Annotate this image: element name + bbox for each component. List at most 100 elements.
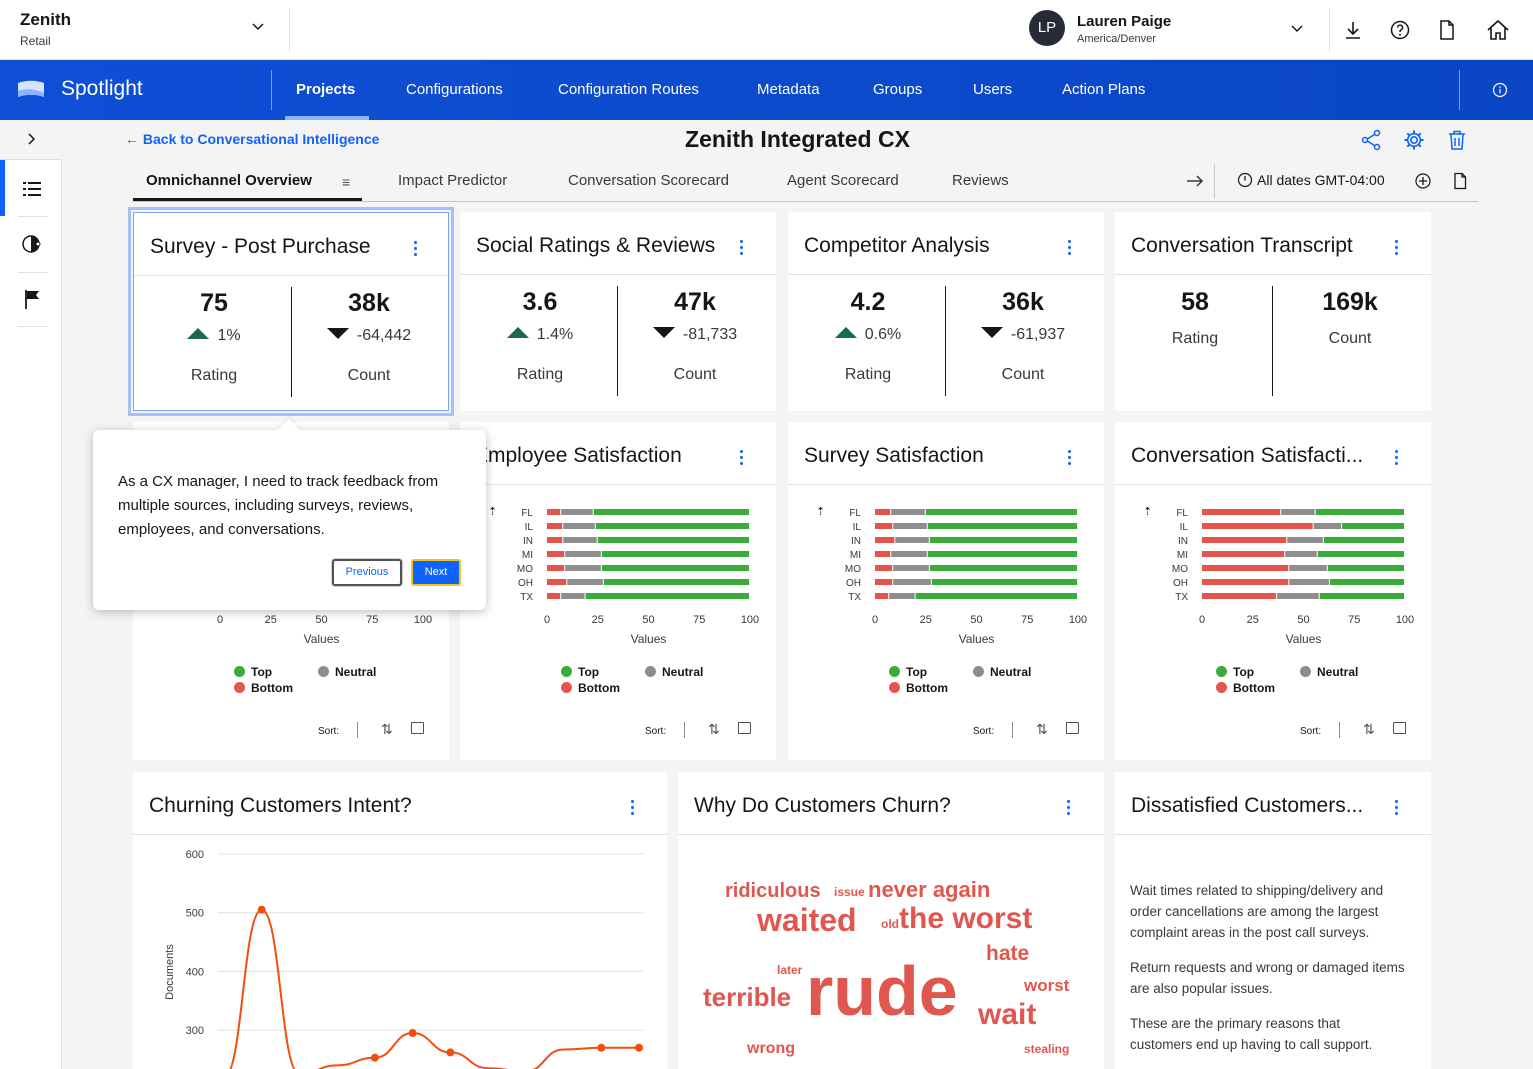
- bar-neutral: [1313, 523, 1342, 529]
- clock-icon: [1237, 172, 1253, 188]
- bar-top: [601, 565, 749, 571]
- chevron-down-icon[interactable]: [250, 18, 266, 34]
- kpi-card[interactable]: Competitor Analysis 4.2 0.6% Rating 36k -61,9…: [788, 212, 1104, 411]
- edit-icon[interactable]: [1066, 722, 1079, 734]
- insights-icon[interactable]: [21, 233, 43, 255]
- tab-reviews[interactable]: Reviews: [952, 172, 1009, 189]
- overflow-menu-icon[interactable]: [740, 240, 744, 258]
- nav-projects[interactable]: Projects: [296, 81, 356, 98]
- legend-item[interactable]: Top: [1216, 665, 1254, 679]
- overflow-menu-icon[interactable]: [631, 800, 635, 818]
- word-cloud-term[interactable]: hate: [986, 942, 1030, 965]
- swap-sort-icon[interactable]: ⇅: [708, 721, 720, 737]
- divider: [788, 274, 1104, 275]
- word-cloud-term[interactable]: worst: [1024, 976, 1070, 995]
- bar-neutral: [891, 509, 925, 515]
- flag-icon[interactable]: [21, 288, 43, 310]
- user-menu[interactable]: Lauren Paige America/Denver: [1077, 13, 1171, 45]
- y-tick-label: IL: [1180, 522, 1189, 533]
- word-cloud-term[interactable]: old: [881, 917, 899, 931]
- overflow-menu-icon[interactable]: [1395, 450, 1399, 468]
- legend-item[interactable]: Bottom: [234, 681, 293, 695]
- legend-swatch: [561, 666, 572, 677]
- word-cloud-term[interactable]: ridiculous: [725, 880, 821, 902]
- legend-item[interactable]: Bottom: [889, 681, 948, 695]
- help-icon[interactable]: [1389, 19, 1411, 41]
- legend-item[interactable]: Neutral: [973, 665, 1031, 679]
- word-cloud-term[interactable]: rude: [806, 952, 958, 1030]
- edit-icon[interactable]: [411, 722, 424, 734]
- count-value: 47k: [674, 288, 716, 316]
- next-button[interactable]: Next: [411, 559, 461, 586]
- bar-chart-card: Survey Satisfaction ⇡ FL IL IN MI MO OH TX 0 25 50 7…: [788, 422, 1104, 760]
- avatar[interactable]: LP: [1029, 10, 1065, 46]
- word-cloud-term[interactable]: the worst: [899, 902, 1033, 935]
- previous-button[interactable]: Previous: [332, 559, 402, 586]
- word-cloud-term[interactable]: never again: [868, 877, 991, 902]
- word-cloud-term[interactable]: waited: [757, 902, 857, 938]
- swap-sort-icon[interactable]: ⇅: [381, 721, 393, 737]
- trash-icon[interactable]: [1446, 129, 1468, 151]
- overflow-menu-icon[interactable]: [1068, 450, 1072, 468]
- overflow-menu-icon[interactable]: [1395, 240, 1399, 258]
- nav-metadata[interactable]: Metadata: [757, 81, 820, 98]
- download-icon[interactable]: [1342, 19, 1364, 41]
- legend-item[interactable]: Neutral: [1300, 665, 1358, 679]
- word-cloud-term[interactable]: wrong: [747, 1040, 795, 1057]
- nav-users[interactable]: Users: [973, 81, 1013, 98]
- arrow-right-icon[interactable]: [1185, 173, 1205, 189]
- back-link[interactable]: ← Back to Conversational Intelligence: [125, 131, 379, 147]
- word-cloud-term[interactable]: issue: [834, 885, 865, 899]
- share-icon[interactable]: [1360, 129, 1382, 151]
- kpi-card[interactable]: Social Ratings & Reviews 3.6 1.4% Rating 47k…: [460, 212, 776, 411]
- nav-groups[interactable]: Groups: [873, 81, 923, 98]
- divider: [1115, 484, 1431, 485]
- add-icon[interactable]: [1414, 172, 1432, 190]
- date-filter[interactable]: All dates GMT-04:00: [1237, 172, 1385, 188]
- legend-swatch: [1216, 666, 1227, 677]
- word-cloud-term[interactable]: stealing: [1024, 1042, 1070, 1056]
- expand-rail-button[interactable]: [0, 120, 62, 160]
- delta-value: 1%: [217, 327, 241, 344]
- overflow-menu-icon[interactable]: [1395, 800, 1399, 818]
- legend-item[interactable]: Bottom: [561, 681, 620, 695]
- menu-icon[interactable]: ≡: [342, 174, 351, 190]
- tab-impact-predictor[interactable]: Impact Predictor: [398, 172, 508, 189]
- nav-configurations[interactable]: Configurations: [406, 81, 503, 98]
- nav-action-plans[interactable]: Action Plans: [1062, 81, 1146, 98]
- overflow-menu-icon[interactable]: [1067, 800, 1071, 818]
- overflow-menu-icon[interactable]: [414, 241, 418, 259]
- list-icon[interactable]: [21, 178, 43, 200]
- word-cloud-term[interactable]: later: [777, 963, 803, 977]
- chevron-down-icon[interactable]: [1289, 20, 1305, 36]
- swap-sort-icon[interactable]: ⇅: [1036, 721, 1048, 737]
- home-icon[interactable]: [1486, 19, 1510, 41]
- legend-item[interactable]: Top: [889, 665, 927, 679]
- edit-icon[interactable]: [1393, 722, 1406, 734]
- x-tick-label: 100: [1069, 614, 1087, 626]
- document-icon[interactable]: [1451, 172, 1469, 190]
- word-cloud-term[interactable]: wait: [978, 998, 1037, 1031]
- nav-configuration-routes[interactable]: Configuration Routes: [558, 81, 699, 98]
- tab-omnichannel-overview[interactable]: Omnichannel Overview: [146, 172, 312, 189]
- legend-item[interactable]: Top: [234, 665, 272, 679]
- word-cloud-term[interactable]: terrible: [703, 982, 792, 1012]
- legend-item[interactable]: Neutral: [318, 665, 376, 679]
- edit-icon[interactable]: [738, 722, 751, 734]
- kpi-card[interactable]: Conversation Transcript 58 Rating 169k Count: [1115, 212, 1431, 411]
- legend-item[interactable]: Bottom: [1216, 681, 1275, 695]
- gear-icon[interactable]: [1403, 129, 1425, 151]
- document-icon[interactable]: [1436, 19, 1458, 41]
- swap-sort-icon[interactable]: ⇅: [1363, 721, 1375, 737]
- legend-item[interactable]: Neutral: [645, 665, 703, 679]
- kpi-card[interactable]: Survey - Post Purchase 75 1% Rating 38k -64,4…: [128, 207, 454, 416]
- legend-item[interactable]: Top: [561, 665, 599, 679]
- tab-conversation-scorecard[interactable]: Conversation Scorecard: [568, 172, 729, 189]
- info-icon[interactable]: [1492, 82, 1508, 98]
- org-switcher[interactable]: Zenith Retail: [20, 10, 71, 48]
- overflow-menu-icon[interactable]: [1068, 240, 1072, 258]
- tab-agent-scorecard[interactable]: Agent Scorecard: [787, 172, 899, 189]
- y-tick-label: 600: [186, 849, 204, 861]
- x-tick-label: 25: [592, 614, 604, 626]
- overflow-menu-icon[interactable]: [740, 450, 744, 468]
